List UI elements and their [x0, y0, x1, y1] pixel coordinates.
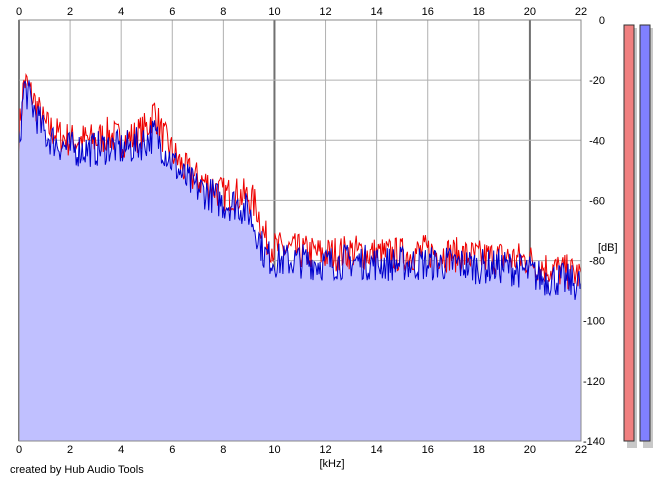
- x-tick-label-top: 8: [220, 6, 226, 18]
- y-tick-label: -80: [589, 256, 605, 268]
- x-tick-labels-top: 0 2 4 6 8 10 12 14 16 18 20 22: [16, 6, 587, 18]
- x-axis-label: [kHz]: [319, 458, 344, 470]
- x-tick-label-top: 2: [67, 6, 73, 18]
- x-tick-label-bottom: 14: [371, 444, 383, 456]
- x-tick-label-top: 16: [422, 6, 434, 18]
- y-tick-labels: 0 -20 -40 -60 -80 -100 -120 -140: [583, 15, 605, 448]
- x-tick-label-bottom: 22: [575, 444, 587, 456]
- x-tick-label-bottom: 18: [473, 444, 485, 456]
- x-tick-labels-bottom: 0 2 4 6 8 10 12 14 16 18 20 22: [16, 444, 587, 456]
- x-tick-label-top: 20: [524, 6, 536, 18]
- x-tick-label-bottom: 2: [67, 444, 73, 456]
- y-tick-label: -60: [589, 195, 605, 207]
- x-tick-label-top: 12: [319, 6, 331, 18]
- x-tick-label-bottom: 12: [319, 444, 331, 456]
- plot-border: [18, 19, 582, 442]
- y-tick-label: 0: [599, 15, 605, 27]
- y-tick-label: -20: [589, 75, 605, 87]
- x-tick-label-top: 6: [169, 6, 175, 18]
- x-tick-label-top: 10: [268, 6, 280, 18]
- spectrum-series-lines: [18, 73, 582, 300]
- x-tick-label-top: 22: [575, 6, 587, 18]
- x-tick-label-bottom: 4: [118, 444, 124, 456]
- x-tick-label-top: 18: [473, 6, 485, 18]
- y-axis-label: [dB]: [598, 242, 618, 254]
- x-tick-label-top: 4: [118, 6, 124, 18]
- x-tick-label-bottom: 10: [268, 444, 280, 456]
- x-tick-label-bottom: 8: [220, 444, 226, 456]
- y-tick-label: -120: [583, 376, 605, 388]
- level-meters: [623, 24, 653, 448]
- y-tick-label: -140: [583, 436, 605, 448]
- x-tick-label-bottom: 6: [169, 444, 175, 456]
- x-tick-label-bottom: 0: [16, 444, 22, 456]
- x-tick-label-bottom: 16: [422, 444, 434, 456]
- level-meter-1: [639, 24, 651, 442]
- series-line-1: [18, 80, 582, 300]
- x-tick-label-top: 0: [16, 6, 22, 18]
- level-meter-0: [623, 24, 635, 442]
- y-tick-label: -40: [589, 135, 605, 147]
- x-tick-label-bottom: 20: [524, 444, 536, 456]
- x-tick-label-top: 14: [371, 6, 383, 18]
- credit-text: created by Hub Audio Tools: [10, 464, 144, 476]
- y-tick-label: -100: [583, 316, 605, 328]
